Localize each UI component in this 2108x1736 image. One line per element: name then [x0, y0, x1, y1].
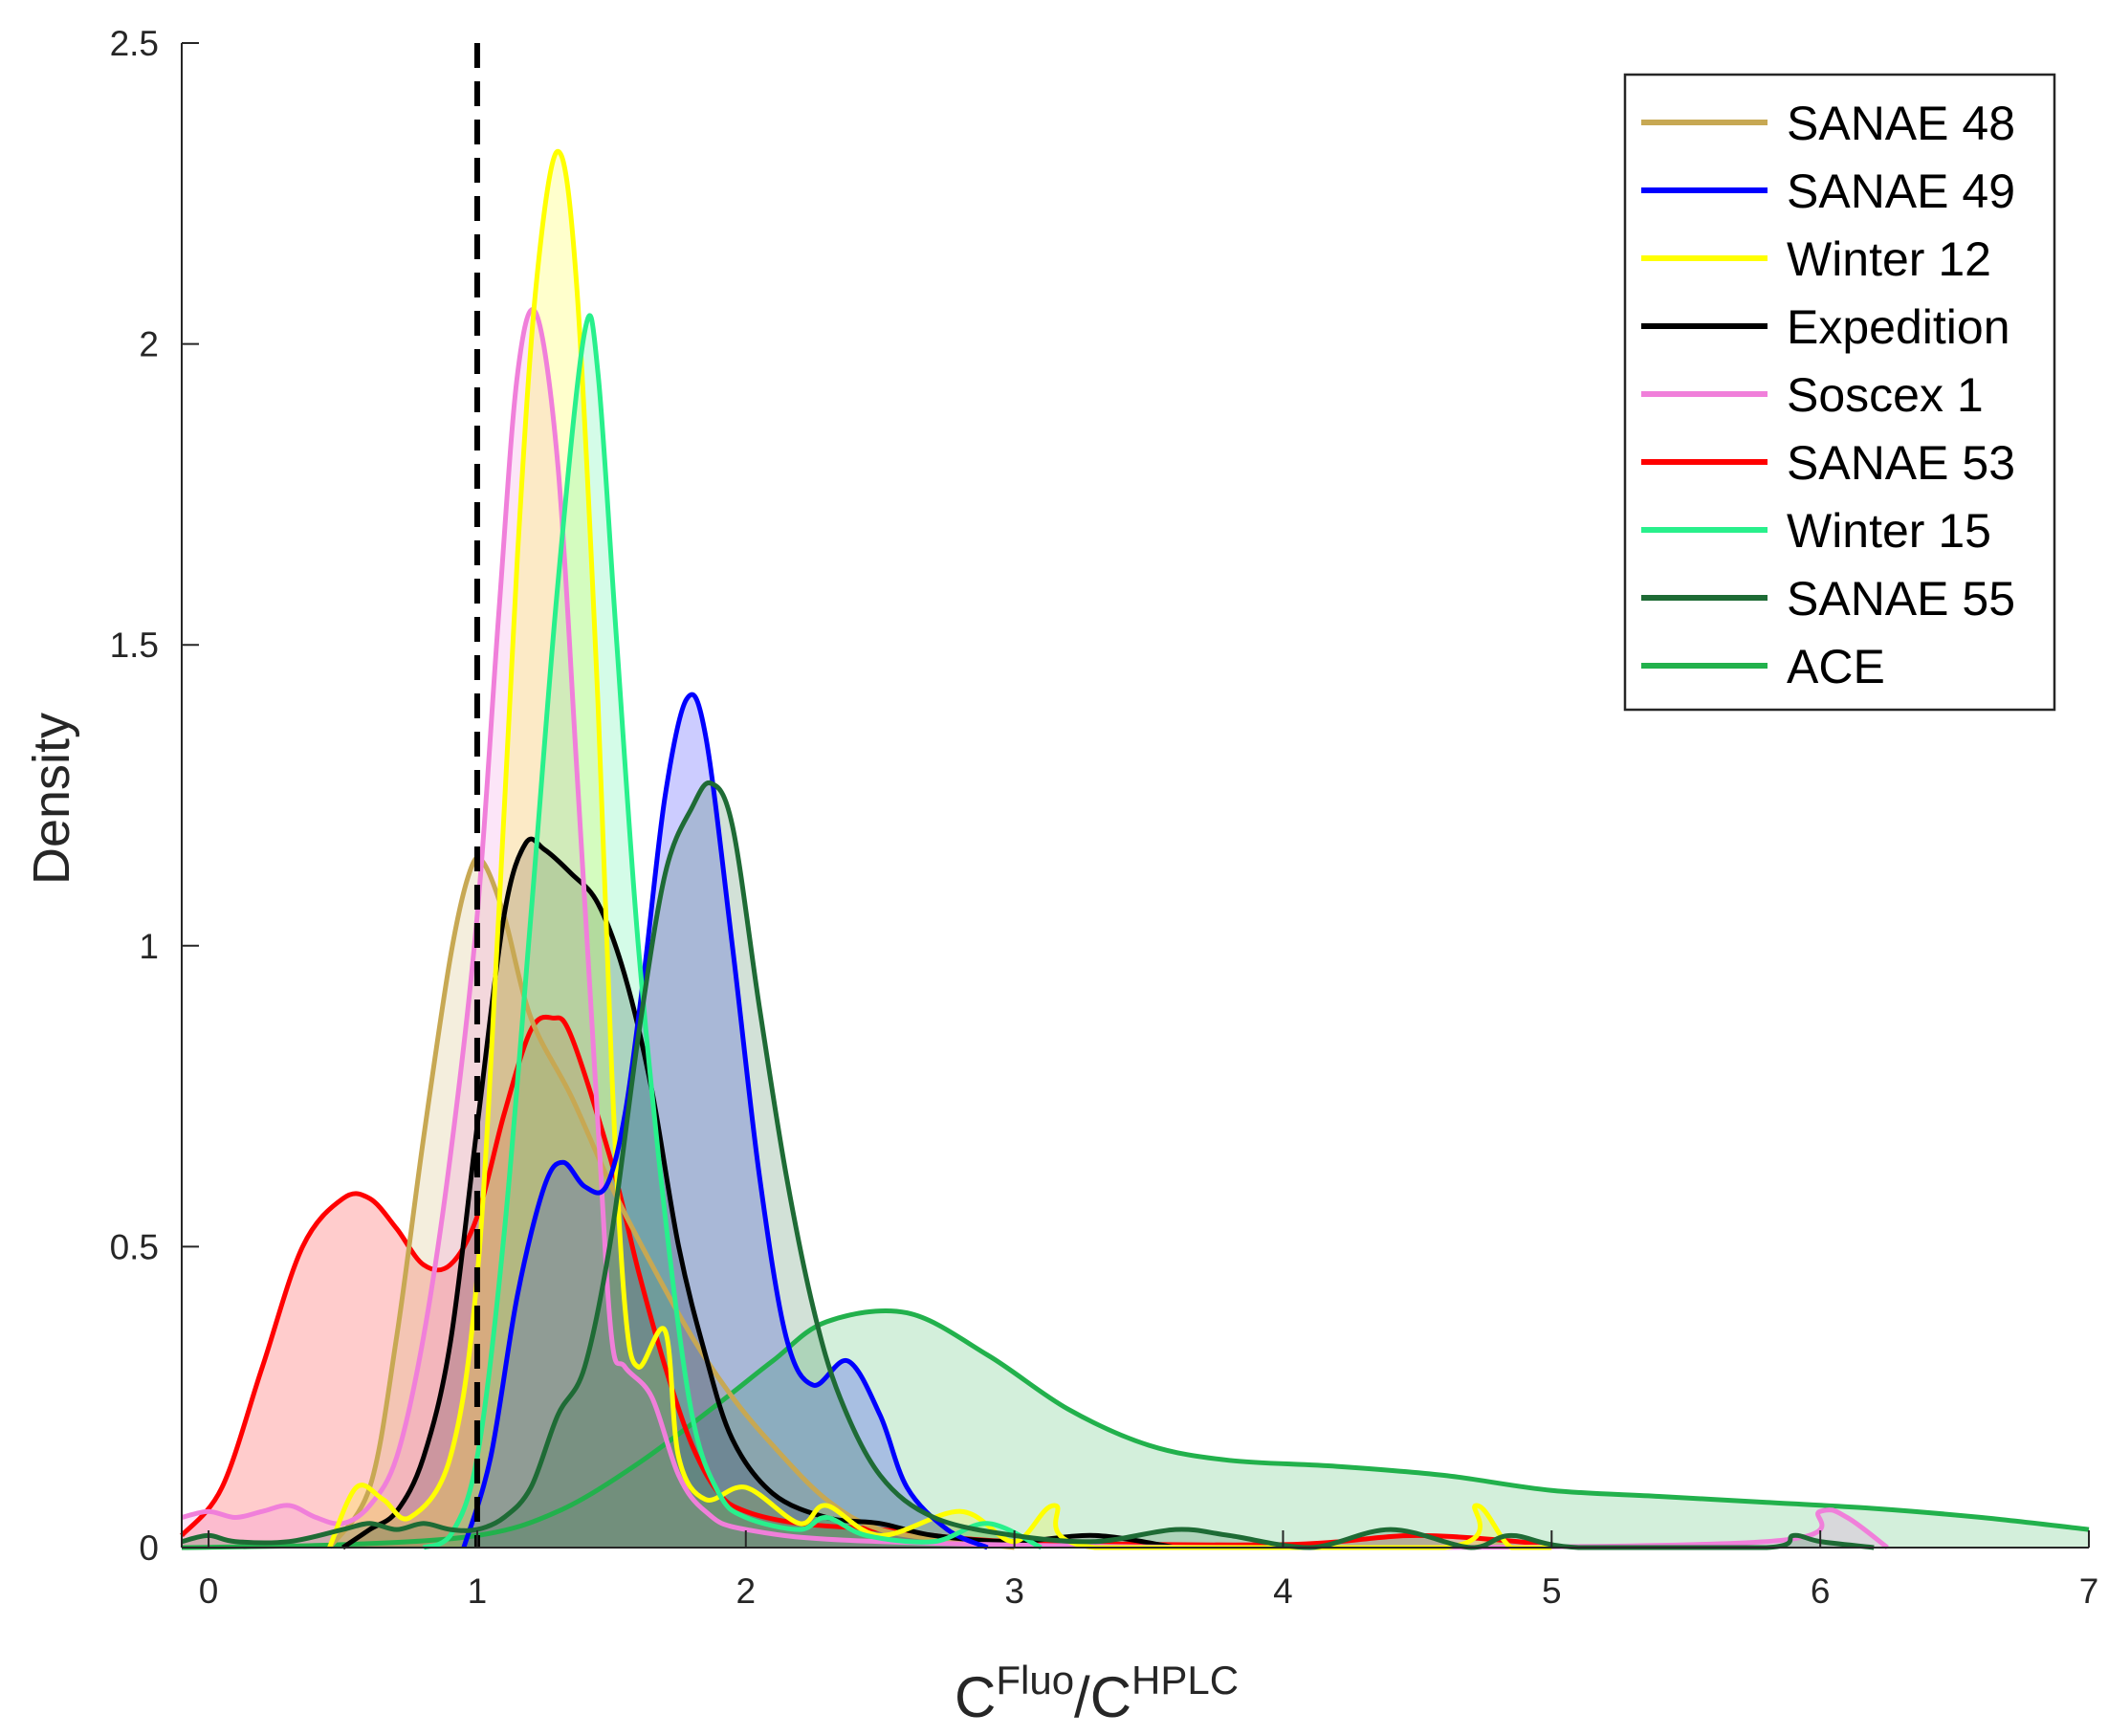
y-tick-label: 0.5	[110, 1227, 159, 1266]
y-tick-label: 0	[139, 1528, 159, 1568]
legend-label-expedition: Expedition	[1787, 300, 2010, 354]
x-label-sup-fluo: Fluo	[996, 1658, 1074, 1703]
x-label-base-c: C	[955, 1665, 996, 1729]
y-tick-label: 2.5	[110, 24, 159, 63]
x-axis-label: CFluo/CHPLC	[955, 1658, 1239, 1729]
line-sanae-48	[327, 855, 1015, 1550]
x-tick-label: 1	[468, 1571, 488, 1611]
y-tick-label: 1	[139, 927, 159, 966]
x-tick-label: 7	[2079, 1571, 2099, 1611]
area-sanae-55	[182, 782, 1875, 1548]
x-tick-label: 5	[1542, 1571, 1562, 1611]
x-tick-label: 0	[199, 1571, 219, 1611]
legend-label-soscex-1: Soscex 1	[1787, 368, 1984, 422]
area-soscex-1	[182, 309, 1888, 1548]
legend: SANAE 48 SANAE 49 Winter 12 Expedition Sosce…	[1623, 73, 2056, 712]
area-sanae-53	[182, 1017, 1552, 1548]
line-sanae-49	[461, 692, 989, 1550]
legend-label-sanae-53: SANAE 53	[1787, 436, 2015, 490]
x-label-sup-hplc: HPLC	[1131, 1658, 1239, 1703]
series-areas	[182, 151, 2089, 1548]
series-lines	[180, 148, 2090, 1550]
x-tick-label: 3	[1004, 1571, 1024, 1611]
axes	[181, 43, 2089, 1549]
area-winter-15	[423, 315, 1042, 1548]
legend-label-winter-15: Winter 15	[1787, 504, 1991, 558]
legend-label-ace: ACE	[1787, 640, 1885, 693]
y-tick-label: 1.5	[110, 626, 159, 665]
area-winter-12	[329, 151, 1552, 1548]
legend-label-winter-12: Winter 12	[1787, 232, 1991, 286]
line-winter-15	[422, 313, 1043, 1550]
line-expedition	[341, 836, 1176, 1550]
x-label-slash-c: /C	[1074, 1665, 1131, 1729]
y-axis-label: Density	[23, 713, 80, 885]
legend-label-sanae-49: SANAE 49	[1787, 165, 2015, 218]
line-sanae-55	[181, 780, 1875, 1550]
area-sanae-48	[329, 857, 1015, 1548]
y-ticks: 0 0.5 1 1.5 2 2.5	[110, 24, 199, 1568]
legend-label-sanae-48: SANAE 48	[1787, 97, 2015, 150]
x-tick-label: 6	[1811, 1571, 1831, 1611]
x-ticks: 0 1 2 3 4 5 6 7	[199, 1530, 2098, 1611]
x-tick-label: 2	[736, 1571, 756, 1611]
y-tick-label: 2	[139, 325, 159, 364]
legend-label-sanae-55: SANAE 55	[1787, 572, 2015, 626]
x-tick-label: 4	[1273, 1571, 1293, 1611]
area-ace	[182, 1310, 2089, 1548]
line-ace	[181, 1308, 2090, 1550]
